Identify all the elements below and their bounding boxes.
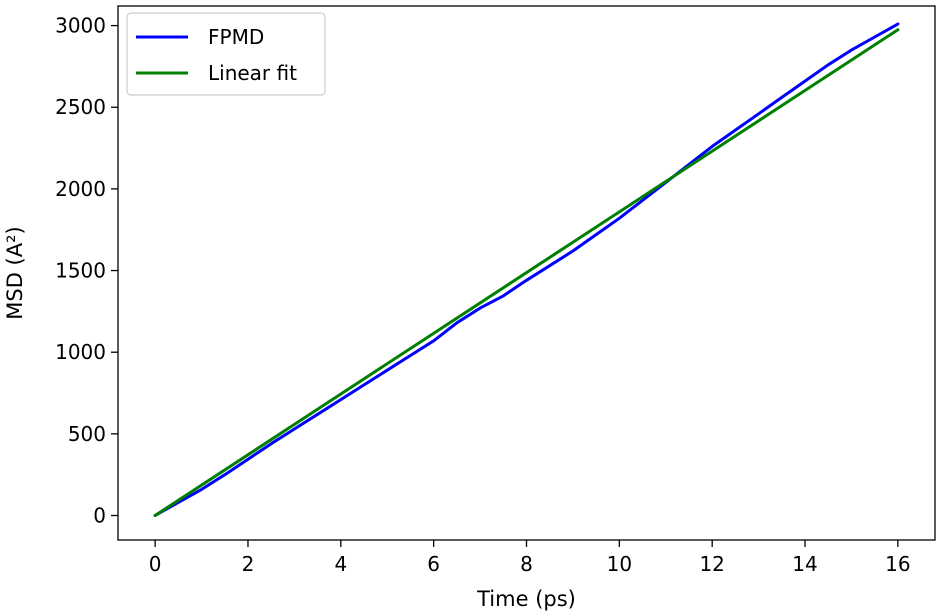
x-tick-label: 14: [792, 552, 817, 576]
legend-entry-linear-fit: Linear fit: [208, 61, 297, 85]
legend: FPMD Linear fit: [126, 12, 326, 96]
y-tick-label: 3000: [55, 14, 106, 38]
y-tick-label: 500: [68, 422, 106, 446]
series-line-fpmd: [153, 22, 900, 517]
y-tick-label: 1000: [55, 340, 106, 364]
x-axis-label: Time (ps): [476, 587, 576, 611]
x-tick-label: 4: [334, 552, 347, 576]
y-tick-label: 2000: [55, 177, 106, 201]
y-tick-label: 2500: [55, 95, 106, 119]
series-line-linear-fit: [153, 28, 900, 517]
x-tick-label: 8: [520, 552, 533, 576]
y-axis: 0 500 1000 1500 2000 2500 3000: [55, 14, 118, 528]
x-axis: 0 2 4 6 8 10 12 14 16: [149, 540, 911, 576]
x-tick-label: 10: [607, 552, 632, 576]
x-tick-label: 16: [885, 552, 910, 576]
y-tick-label: 0: [93, 504, 106, 528]
plot-lines: [153, 22, 900, 517]
y-axis-label: MSD (A²): [3, 226, 27, 319]
x-tick-label: 0: [149, 552, 162, 576]
x-tick-label: 6: [427, 552, 440, 576]
legend-entry-fpmd: FPMD: [208, 25, 264, 49]
x-tick-label: 12: [699, 552, 724, 576]
x-tick-label: 2: [242, 552, 255, 576]
y-tick-label: 1500: [55, 259, 106, 283]
